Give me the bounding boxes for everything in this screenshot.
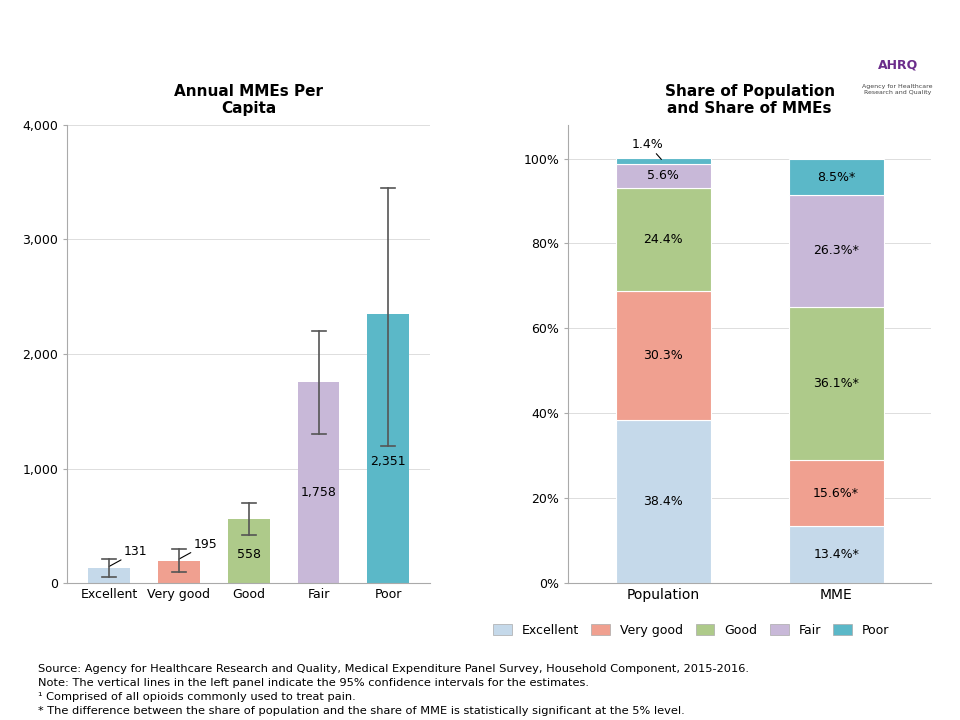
Text: 13.4%*: 13.4%* [813,548,859,562]
Text: 1,758: 1,758 [300,486,336,499]
Text: 131: 131 [109,546,148,567]
Text: 5.6%: 5.6% [647,169,679,182]
Text: 558: 558 [237,548,261,561]
Bar [788,526,883,583]
Bar [788,195,883,307]
Text: Agency for Healthcare
Research and Quality: Agency for Healthcare Research and Quali… [862,84,933,95]
Bar [88,568,130,583]
Text: 30.3%: 30.3% [643,349,684,362]
Bar [615,164,710,188]
Bar [788,460,883,526]
Bar [615,158,710,164]
Bar [228,519,270,583]
Bar [788,307,883,460]
Text: AHRQ: AHRQ [877,58,918,71]
Text: 8.5%*: 8.5%* [817,171,855,184]
Bar [788,159,883,195]
Bar [615,292,710,420]
Text: 2,351: 2,351 [371,455,406,469]
Text: Source: Agency for Healthcare Research and Quality, Medical Expenditure Panel Su: Source: Agency for Healthcare Research a… [38,665,750,716]
Bar [158,561,200,583]
Title: Share of Population
and Share of MMEs: Share of Population and Share of MMEs [664,84,835,117]
Bar [298,382,340,583]
Text: 26.3%*: 26.3%* [813,244,859,257]
Text: Figure 10a: Annual Morphine Milligram Equivalents (MMEs) of outpatient prescript: Figure 10a: Annual Morphine Milligram Eq… [65,25,780,82]
Text: 36.1%*: 36.1%* [813,377,859,390]
Ellipse shape [835,0,960,128]
Bar [368,314,409,583]
Legend: Excellent, Very good, Good, Fair, Poor: Excellent, Very good, Good, Fair, Poor [488,618,895,642]
Text: 24.4%: 24.4% [643,233,684,246]
Text: 195: 195 [179,538,217,559]
Bar [615,420,710,583]
Text: 1.4%: 1.4% [632,138,664,159]
Bar [615,188,710,292]
Text: 38.4%: 38.4% [643,495,684,508]
Title: Annual MMEs Per
Capita: Annual MMEs Per Capita [174,84,324,117]
Text: 15.6%*: 15.6%* [813,487,859,500]
